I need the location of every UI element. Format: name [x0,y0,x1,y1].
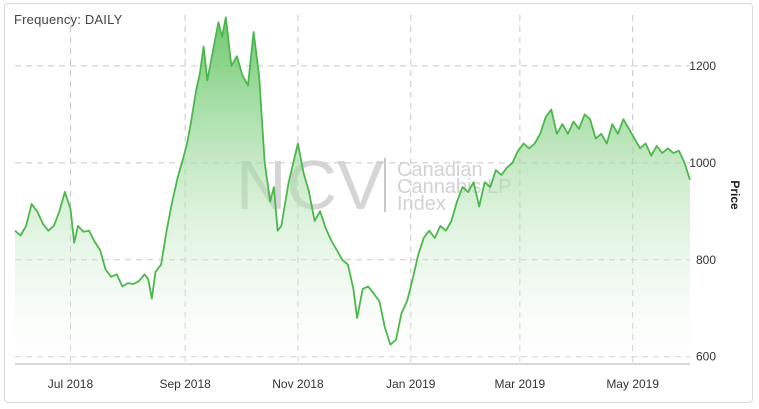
y-axis-label: Price [728,180,742,210]
watermark-line3: Index [397,193,446,215]
x-tick-label: Nov 2018 [272,377,324,391]
x-tick-label: Jul 2018 [48,377,94,391]
x-tick-label: May 2019 [606,377,659,391]
y-axis: 600 800 1000 1200 [689,59,716,364]
y-tick-label: 1200 [689,59,716,73]
y-tick-label: 800 [696,253,716,267]
x-tick-label: Jan 2019 [386,377,436,391]
price-line [14,16,691,346]
y-tick-label: 1000 [689,156,716,170]
x-tick-label: Mar 2019 [495,377,546,391]
price-area [15,17,690,365]
frequency-label: Frequency: DAILY [14,12,123,27]
watermark-line1: Canadian [397,159,483,181]
x-axis: Jul 2018 Sep 2018 Nov 2018 Jan 2019 Mar 2019… [15,363,690,391]
x-tick-label: Sep 2018 [159,377,211,391]
y-tick-label: 600 [696,350,716,364]
